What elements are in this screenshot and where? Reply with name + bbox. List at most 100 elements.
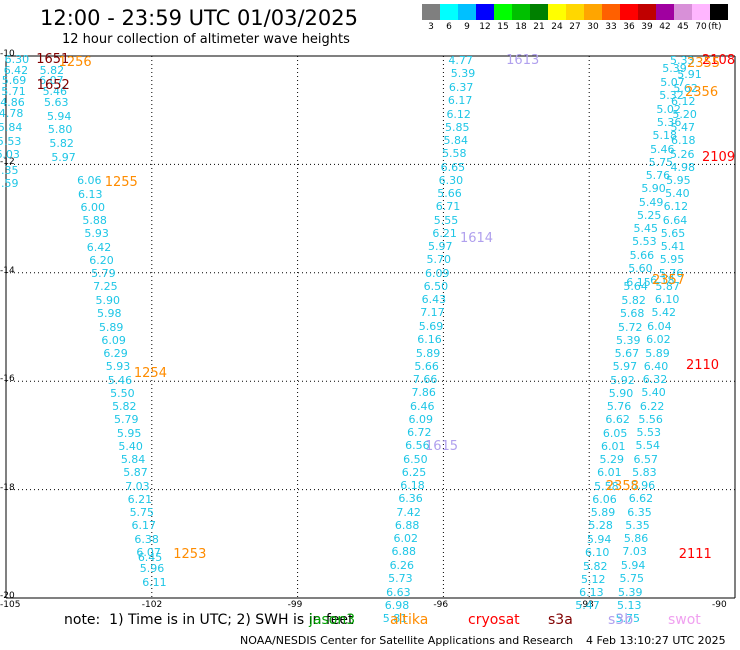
legend-swatch xyxy=(476,4,494,20)
wave-height-value: 5.12 xyxy=(581,572,606,586)
wave-height-value: 6.07 xyxy=(39,74,64,88)
wave-height-value: 6.12 xyxy=(663,200,689,214)
wave-height-value: 6.18 xyxy=(670,134,696,148)
wave-height-value: 5.79 xyxy=(91,267,116,281)
wave-height-value: 5.53 xyxy=(636,426,661,440)
legend-swatch xyxy=(584,4,602,20)
wave-height-value: 5.47 xyxy=(575,599,600,613)
wave-height-value: 4.98 xyxy=(670,160,695,174)
legend-unit: (ft) xyxy=(708,22,722,32)
pass-time-label: 1651 xyxy=(36,51,70,67)
wave-height-value: 6.13 xyxy=(579,586,604,600)
pass-time-label: 2109 xyxy=(702,150,736,166)
wave-height-value: 5.42 xyxy=(651,306,677,320)
wave-height-value: 5.75 xyxy=(129,506,155,520)
wave-height-value: 5.58 xyxy=(594,479,619,493)
wave-height-value: 6.38 xyxy=(134,533,159,546)
wave-height-value: 6.17 xyxy=(131,519,157,533)
wave-height-value: 6.01 xyxy=(600,439,626,453)
wave-height-value: 5.26 xyxy=(669,147,695,161)
wave-height-value: 7.42 xyxy=(396,505,421,519)
wave-height-value: 6.11 xyxy=(142,575,167,589)
wave-height-value: 5.56 xyxy=(638,412,663,426)
wave-height-value: 5.50 xyxy=(110,386,135,400)
wave-height-value: 5.35 xyxy=(0,163,19,177)
wave-height-value: 6.64 xyxy=(662,213,688,227)
wave-height-value: 5.28 xyxy=(588,519,613,533)
wave-height-value: 4.78 xyxy=(0,106,24,120)
wave-height-value: 6.12 xyxy=(670,94,696,108)
wave-height-value: 5.76 xyxy=(606,400,632,414)
wave-height-value: 5.35 xyxy=(625,518,650,532)
wave-height-value: 5.64 xyxy=(623,280,648,294)
legend-swatch xyxy=(602,4,620,20)
wave-height-value: 5.83 xyxy=(632,465,657,479)
pass-time-label: 1255 xyxy=(104,175,138,191)
pass-time-label: 1256 xyxy=(58,54,92,70)
latitude-tick-label: -18 xyxy=(0,482,15,493)
satellite-legend-item: swot xyxy=(668,612,701,628)
wave-height-value: 7.86 xyxy=(411,386,436,400)
wave-height-value: 6.36 xyxy=(398,492,423,506)
wave-height-value: 6.06 xyxy=(77,174,102,188)
wave-height-value: 5.82 xyxy=(621,293,646,307)
wave-height-value: 5.25 xyxy=(636,208,662,222)
wave-height-value: 5.82 xyxy=(39,63,65,77)
pass-time-label: 1254 xyxy=(133,366,167,382)
wave-height-value: 6.09 xyxy=(425,266,450,280)
legend-tick-label: 24 xyxy=(551,22,563,32)
wave-height-value: 5.95 xyxy=(116,426,142,440)
wave-height-value: 6.42 xyxy=(86,240,112,254)
wave-height-value: 7.03 xyxy=(622,545,647,559)
wave-height-value: 6.01 xyxy=(597,466,622,480)
pass-time-label: 1253 xyxy=(173,546,207,562)
wave-height-value: 6.06 xyxy=(592,492,617,506)
credit-line: NOAA/NESDIS Center for Satellite Applica… xyxy=(240,634,574,647)
legend-swatch xyxy=(638,4,656,20)
wave-height-value: 7.17 xyxy=(420,306,445,320)
pass-time-label: 1613 xyxy=(506,53,540,69)
wave-height-value: 4.86 xyxy=(0,96,25,110)
wave-height-value: 5.89 xyxy=(645,346,670,360)
legend-tick-label: 12 xyxy=(479,22,491,32)
wave-height-value: 4.77 xyxy=(448,54,473,68)
wave-height-value: 5.46 xyxy=(107,373,133,387)
pass-time-label: 1615 xyxy=(424,438,459,454)
latitude-tick-label: -16 xyxy=(0,374,15,385)
latitude-tick-label: -10 xyxy=(0,49,15,59)
wave-height-value: 5.75 xyxy=(648,155,674,169)
wave-height-value: 5.93 xyxy=(105,360,131,374)
wave-height-value: 5.71 xyxy=(1,85,26,99)
wave-height-value: 6.62 xyxy=(605,413,630,427)
wave-height-value: 5.70 xyxy=(426,253,452,267)
wave-height-value: 5.40 xyxy=(665,187,690,201)
wave-height-value: 6.45 xyxy=(137,550,163,564)
wave-height-value: 5.87 xyxy=(123,466,148,480)
wave-height-value: 6.05 xyxy=(602,426,628,440)
wave-height-value: 5.79 xyxy=(114,413,139,427)
footnote: note: 1) Time is in UTC; 2) SWH is in fe… xyxy=(64,612,354,628)
pass-time-label: 2108 xyxy=(702,53,736,69)
legend-swatch xyxy=(566,4,584,20)
legend-tick-label: 36 xyxy=(623,22,635,32)
wave-height-value: 5.76 xyxy=(645,169,671,183)
wave-height-value: 6.09 xyxy=(101,333,126,347)
wave-height-value: 5.58 xyxy=(442,147,467,161)
latitude-tick-label: -14 xyxy=(0,265,15,276)
latitude-tick-label: -20 xyxy=(0,591,15,601)
wave-height-value: 5.39 xyxy=(662,62,687,75)
wave-height-value: 6.00 xyxy=(80,200,105,214)
legend-swatch xyxy=(530,4,548,20)
wave-height-value: 5.72 xyxy=(617,320,643,334)
wave-height-value: 5.97 xyxy=(51,150,76,164)
latitude-tick-label: -12 xyxy=(0,157,15,168)
wave-height-value: 6.21 xyxy=(127,492,153,506)
wave-height-value: 6.72 xyxy=(407,426,432,440)
wave-height-value: 6.88 xyxy=(391,545,417,559)
wave-height-value: 6.07 xyxy=(136,546,161,559)
wave-height-value: 6.30 xyxy=(438,173,464,187)
wave-height-value: 5.85 xyxy=(444,120,470,134)
wave-height-value: 6.32 xyxy=(642,373,668,387)
wave-height-value: 5.18 xyxy=(652,128,678,142)
wave-height-value: 5.92 xyxy=(610,373,635,387)
